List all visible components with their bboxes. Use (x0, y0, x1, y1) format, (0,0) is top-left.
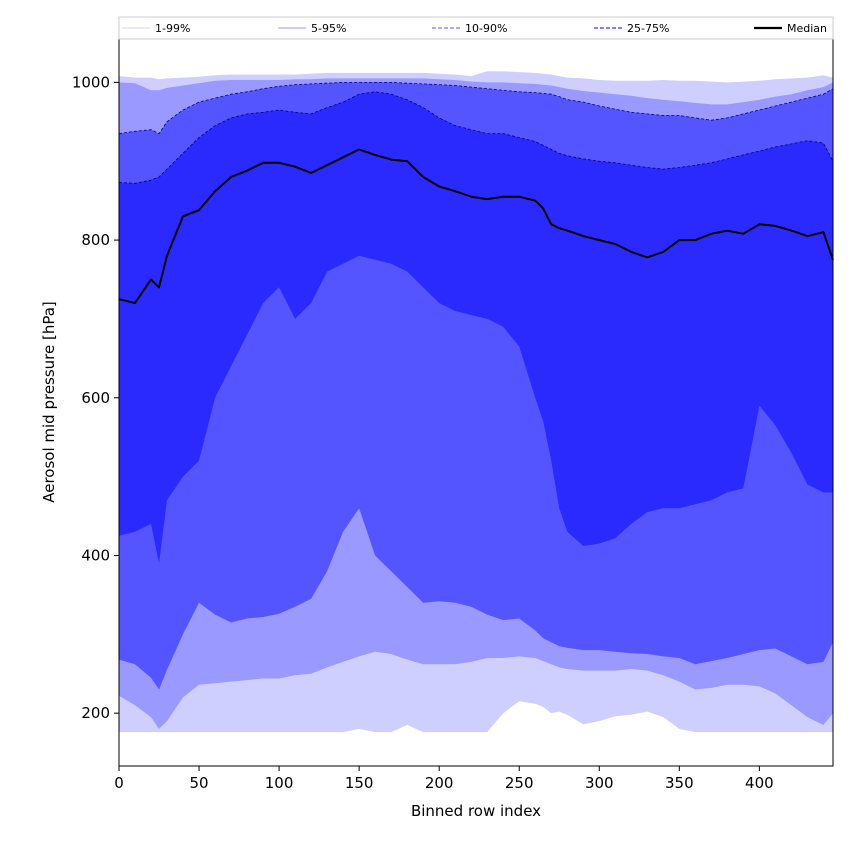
y-tick-label: 1000 (72, 73, 110, 91)
x-tick-label: 250 (505, 774, 534, 792)
x-tick-label: 100 (265, 774, 294, 792)
median-group (118, 148, 834, 305)
x-tick-label: 200 (425, 774, 454, 792)
x-tick-label: 400 (745, 774, 774, 792)
legend: 1-99% 5-95% 10-90% 25-75% Median (118, 16, 834, 40)
legend-label: 1-99% (155, 22, 190, 35)
legend-label: 25-75% (627, 22, 669, 35)
band-25-75% (119, 91, 833, 564)
y-tick-label: 200 (81, 704, 110, 722)
median-line (118, 148, 834, 305)
y-axis: 200 400 600 800 1000 (72, 73, 119, 722)
legend-label: 10-90% (465, 22, 507, 35)
band-upper-edge-10-90% (118, 82, 834, 135)
x-tick-label: 0 (114, 774, 124, 792)
y-tick-label: 400 (81, 546, 110, 564)
x-axis-label: Binned row index (411, 802, 541, 820)
x-tick-label: 350 (665, 774, 694, 792)
legend-label: 5-95% (311, 22, 346, 35)
x-tick-label: 150 (345, 774, 374, 792)
x-axis: 0 50 100 150 200 250 300 350 400 (114, 766, 774, 792)
legend-label: Median (787, 22, 827, 35)
x-tick-label: 300 (585, 774, 614, 792)
x-tick-label: 50 (189, 774, 208, 792)
y-axis-label: Aerosol mid pressure [hPa] (40, 301, 58, 503)
y-tick-label: 800 (81, 231, 110, 249)
percentile-bands (118, 71, 834, 733)
legend-box (118, 16, 834, 40)
y-tick-label: 600 (81, 389, 110, 407)
